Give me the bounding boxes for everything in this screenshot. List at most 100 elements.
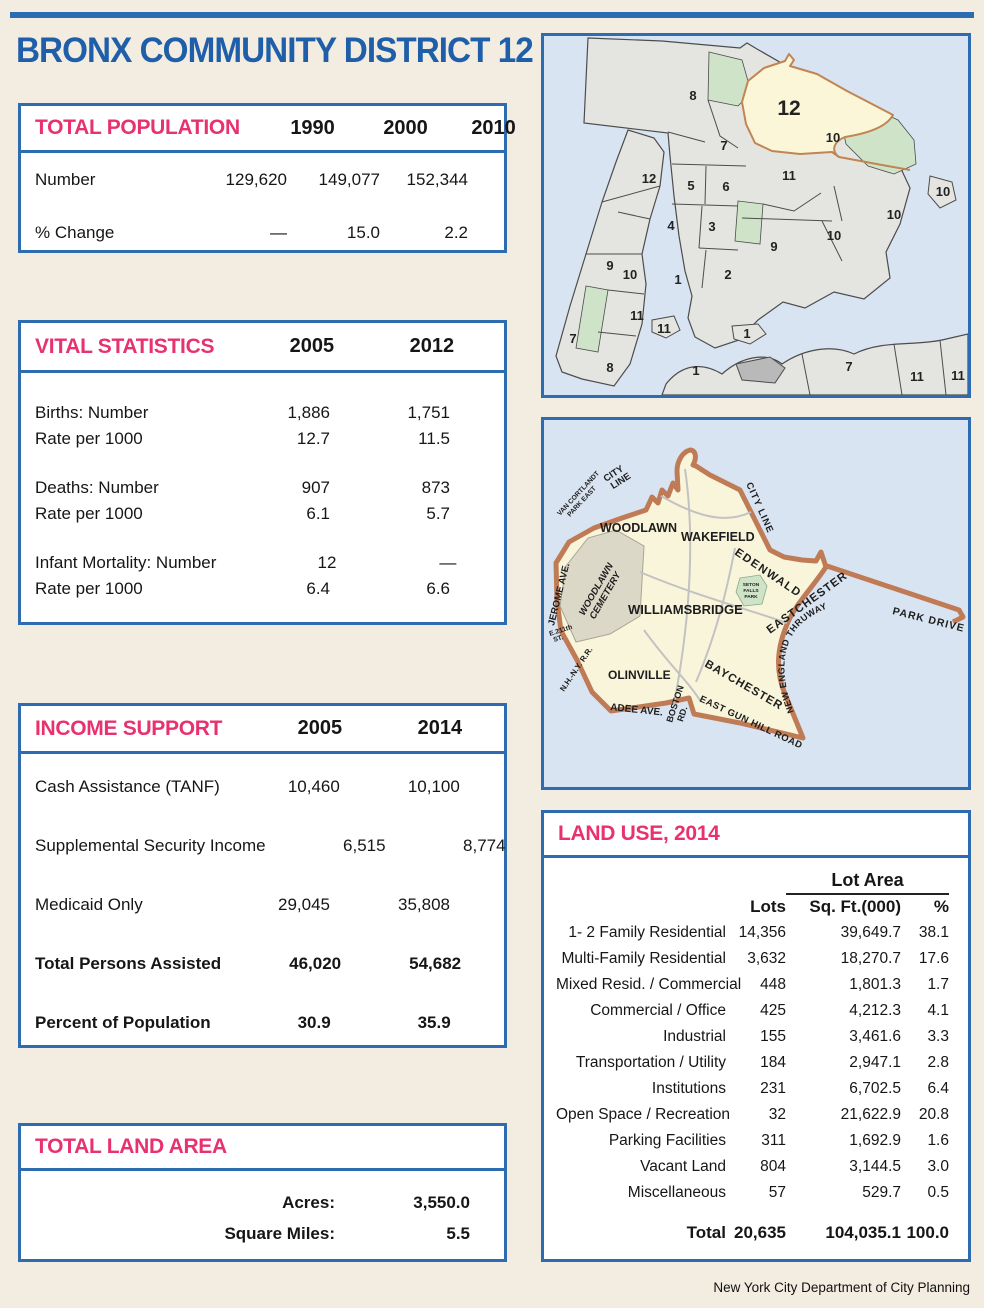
value: 1,801.3 <box>849 976 901 993</box>
income-support-header: INCOME SUPPORT 2005 2014 <box>21 706 504 754</box>
district-number-label: 9 <box>606 258 613 273</box>
table-row: Births: Number 1,886 1,751 <box>21 400 504 426</box>
table-row: % Change — 15.0 2.2 <box>21 206 504 259</box>
row-label: Cash Assistance (TANF) <box>35 776 220 796</box>
value: 1.7 <box>927 976 949 993</box>
value: 3.0 <box>927 1158 949 1175</box>
value: 6.1 <box>306 504 330 523</box>
bronx-park <box>734 200 764 245</box>
row-label: Medicaid Only <box>35 894 143 914</box>
district-number-label: 10 <box>623 267 637 282</box>
queens-district-lines <box>801 339 947 395</box>
row-label: Number <box>35 169 96 189</box>
page-title: BRONX COMMUNITY DISTRICT 12 <box>16 31 534 70</box>
small-island <box>731 323 767 345</box>
table-row: 1- 2 Family Residential 14,356 39,649.7 38.… <box>544 920 968 946</box>
olinville-label: OLINVILLE <box>608 668 671 682</box>
district-12-highlight <box>741 53 894 158</box>
table-row: Multi-Family Residential 3,632 18,270.7 17.… <box>544 946 968 972</box>
income-support-panel: INCOME SUPPORT 2005 2014 Cash Assistance… <box>18 703 507 1048</box>
value: 448 <box>760 976 786 993</box>
value: 155 <box>760 1028 786 1045</box>
land-use-panel: LAND USE, 2014 Lot Area Lots Sq. Ft.(000… <box>541 810 971 1262</box>
bronx-district-lines <box>667 99 843 289</box>
total-sqft: 104,035.1 <box>825 1223 901 1242</box>
year-header: 2005 <box>289 335 335 357</box>
value: 57 <box>768 1184 786 1201</box>
value: 2.8 <box>927 1054 949 1071</box>
table-row: Commercial / Office 425 4,212.3 4.1 <box>544 998 968 1024</box>
value: — <box>439 553 457 572</box>
district-number-label: 6 <box>722 179 729 194</box>
panel-title: TOTAL POPULATION <box>35 116 240 139</box>
value: 3,461.6 <box>849 1028 901 1045</box>
value: 29,045 <box>278 894 330 914</box>
land-use-column-headers: Lots Sq. Ft.(000) % <box>544 894 968 920</box>
district-number-label: 11 <box>630 308 644 323</box>
year-header: 2014 <box>417 717 463 739</box>
value: 35,808 <box>398 894 450 914</box>
value: 1,886 <box>287 403 330 422</box>
value: 184 <box>760 1054 786 1071</box>
local-roads <box>639 468 788 705</box>
col-header-lots: Lots <box>750 897 786 916</box>
value: 54,682 <box>409 953 462 973</box>
park-drive-corridor <box>823 562 966 625</box>
row-label: Rate per 1000 <box>35 579 143 598</box>
row-label: Open Space / Recreation <box>556 1106 731 1123</box>
district-number-label: 11 <box>951 368 965 383</box>
district-number-label: 10 <box>887 207 901 222</box>
panel-title: VITAL STATISTICS <box>35 334 215 358</box>
seton-falls-park-label: SETON FALLS PARK <box>743 582 760 600</box>
table-row: Cash Assistance (TANF) 10,460 10,100 <box>21 757 504 816</box>
district-number-label: 1 <box>743 326 750 341</box>
total-population-header: TOTAL POPULATION 1990 2000 2010 <box>21 106 516 153</box>
table-row: Mixed Resid. / Commercial 448 1,801.3 1.7 <box>544 972 968 998</box>
district-number-label: 9 <box>770 239 777 254</box>
bronx-borough-districts-map: 8 12 7 10 11 10 10 12 5 6 4 3 9 10 9 10 … <box>541 33 971 398</box>
value: 6.4 <box>927 1080 949 1097</box>
table-row: Parking Facilities 311 1,692.9 1.6 <box>544 1128 968 1154</box>
table-row: Rate per 1000 12.7 11.5 <box>21 426 504 452</box>
van-cortlandt-park <box>707 51 749 107</box>
col-header-pct: % <box>933 897 949 916</box>
svg-text:FALLS: FALLS <box>743 588 759 594</box>
year-header: 1990 <box>290 116 335 139</box>
woodlawn-cemetery-area <box>559 529 645 643</box>
row-label: % Change <box>35 222 115 242</box>
svg-text:PARK: PARK <box>744 594 758 600</box>
table-row: Square Miles: 5.5 <box>21 1218 504 1249</box>
table-row: Vacant Land 804 3,144.5 3.0 <box>544 1154 968 1180</box>
row-label: Commercial / Office <box>590 1002 726 1019</box>
table-row: Open Space / Recreation 32 21,622.9 20.8 <box>544 1102 968 1128</box>
district-number-label: 5 <box>687 178 694 193</box>
table-row: Medicaid Only 29,045 35,808 <box>21 875 504 934</box>
table-row: Deaths: Number 907 873 <box>21 475 504 501</box>
year-header: 2005 <box>297 717 343 739</box>
svg-text:RD.: RD. <box>675 705 689 723</box>
total-land-area-panel: TOTAL LAND AREA Acres: 3,550.0 Square Mi… <box>18 1123 507 1262</box>
row-label: Transportation / Utility <box>575 1054 726 1071</box>
value: 10,460 <box>287 776 340 796</box>
value: 14,356 <box>738 924 786 941</box>
panel-title: TOTAL LAND AREA <box>35 1135 227 1158</box>
vital-statistics-panel: VITAL STATISTICS 2005 2012 Births: Numbe… <box>18 320 507 625</box>
value: 18,270.7 <box>840 950 901 967</box>
value: 529.7 <box>862 1184 901 1201</box>
value: 129,620 <box>225 169 287 189</box>
district-number-label-highlighted: 12 <box>777 97 800 120</box>
svg-text:SETON: SETON <box>743 582 760 588</box>
top-rule <box>10 12 974 18</box>
row-label: Vacant Land <box>640 1158 726 1175</box>
total-population-panel: TOTAL POPULATION 1990 2000 2010 Number 1… <box>18 103 516 253</box>
williamsbridge-label: WILLIAMSBRIDGE <box>628 602 743 617</box>
footer-attribution: New York City Department of City Plannin… <box>713 1280 970 1295</box>
value: 6.6 <box>426 579 450 598</box>
district-number-label: 7 <box>569 331 576 346</box>
district-map-svg: CITY LINE VAN CORTLANDT PARK EAST CITY L… <box>544 420 968 787</box>
vital-statistics-header: VITAL STATISTICS 2005 2012 <box>21 323 504 373</box>
district-number-label: 7 <box>720 138 727 153</box>
table-row: Infant Mortality: Number 12 — <box>21 550 504 576</box>
value: 149,077 <box>318 169 380 189</box>
lot-area-label: Lot Area <box>786 870 949 895</box>
